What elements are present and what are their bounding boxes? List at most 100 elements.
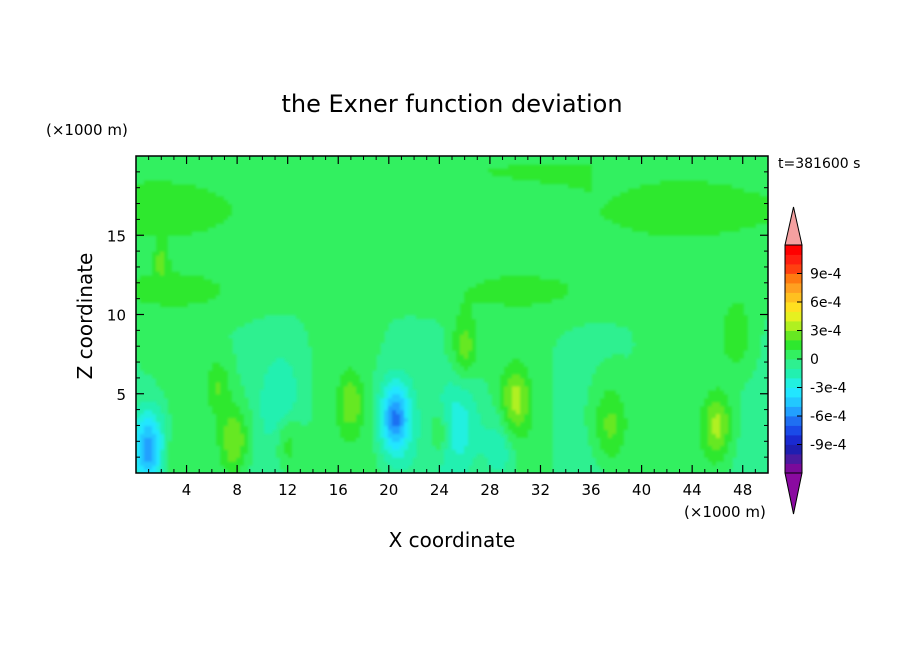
contour-cell bbox=[360, 346, 365, 351]
contour-cell bbox=[204, 465, 209, 470]
contour-cell bbox=[204, 266, 209, 272]
contour-cell bbox=[332, 270, 337, 276]
contour-cell bbox=[168, 453, 173, 458]
contour-cell bbox=[228, 429, 233, 434]
contour-cell bbox=[144, 251, 149, 256]
contour-cell bbox=[160, 163, 165, 169]
contour-cell bbox=[344, 274, 349, 280]
contour-cell bbox=[140, 413, 145, 419]
contour-cell bbox=[336, 330, 341, 335]
contour-cell bbox=[152, 465, 157, 470]
contour-cell bbox=[188, 346, 193, 351]
contour-cell bbox=[356, 350, 361, 355]
contour-cell bbox=[348, 358, 353, 363]
contour-cell bbox=[400, 369, 405, 375]
contour-cell bbox=[180, 235, 185, 240]
contour-cell bbox=[172, 215, 177, 220]
contour-cell bbox=[148, 191, 153, 197]
contour-cell bbox=[236, 453, 241, 458]
contour-cell bbox=[312, 251, 317, 256]
contour-cell bbox=[228, 330, 233, 335]
contour-cell bbox=[268, 179, 273, 185]
contour-cell bbox=[300, 262, 305, 268]
contour-cell bbox=[388, 259, 393, 264]
contour-cell bbox=[364, 322, 369, 327]
contour-cell bbox=[184, 346, 189, 351]
contour-cell bbox=[152, 274, 157, 280]
contour-cell bbox=[232, 187, 237, 193]
contour-cell bbox=[308, 231, 313, 236]
contour-cell bbox=[220, 207, 225, 213]
contour-cell bbox=[248, 278, 253, 284]
contour-cell bbox=[248, 417, 253, 423]
contour-cell bbox=[328, 377, 333, 383]
contour-cell bbox=[336, 207, 341, 213]
contour-cell bbox=[380, 167, 385, 173]
contour-cell bbox=[368, 469, 373, 473]
contour-cell bbox=[316, 397, 321, 403]
contour-cell bbox=[224, 195, 229, 201]
contour-cell bbox=[340, 195, 345, 201]
contour-cell bbox=[188, 191, 193, 197]
contour-cell bbox=[280, 453, 285, 458]
contour-cell bbox=[232, 274, 237, 280]
contour-cell bbox=[184, 167, 189, 173]
contour-cell bbox=[372, 282, 377, 288]
contour-cell bbox=[404, 266, 409, 272]
contour-cell bbox=[328, 346, 333, 351]
contour-cell bbox=[396, 274, 401, 280]
contour-cell bbox=[408, 393, 413, 399]
contour-cell bbox=[172, 330, 177, 335]
contour-cell bbox=[268, 298, 273, 304]
contour-cell bbox=[416, 286, 421, 292]
contour-cell bbox=[348, 255, 353, 260]
contour-cell bbox=[272, 179, 277, 185]
contour-cell bbox=[316, 449, 321, 454]
contour-cell bbox=[420, 262, 425, 268]
contour-cell bbox=[392, 449, 397, 454]
contour-cell bbox=[400, 417, 405, 423]
contour-cell bbox=[388, 179, 393, 185]
contour-cell bbox=[200, 235, 205, 240]
contour-cell bbox=[172, 207, 177, 213]
contour-cell bbox=[368, 385, 373, 391]
contour-cell bbox=[324, 235, 329, 240]
contour-cell bbox=[348, 278, 353, 284]
contour-cell bbox=[416, 259, 421, 264]
contour-cell bbox=[412, 302, 417, 308]
contour-cell bbox=[316, 235, 321, 240]
contour-cell bbox=[264, 413, 269, 419]
contour-cell bbox=[328, 310, 333, 316]
contour-cell bbox=[320, 453, 325, 458]
contour-cell bbox=[352, 243, 357, 248]
contour-cell bbox=[364, 421, 369, 427]
contour-cell bbox=[136, 203, 141, 209]
contour-cell bbox=[340, 326, 345, 331]
contour-cell bbox=[252, 231, 257, 236]
contour-cell bbox=[420, 159, 425, 165]
contour-cell bbox=[204, 215, 209, 220]
contour-cell bbox=[248, 298, 253, 304]
contour-cell bbox=[392, 369, 397, 375]
contour-cell bbox=[224, 433, 229, 438]
contour-cell bbox=[244, 251, 249, 256]
contour-cell bbox=[316, 441, 321, 446]
contour-cell bbox=[140, 449, 145, 454]
contour-cell bbox=[184, 453, 189, 458]
contour-cell bbox=[328, 429, 333, 434]
contour-cell bbox=[184, 338, 189, 343]
contour-cell bbox=[192, 338, 197, 343]
contour-cell bbox=[276, 199, 281, 205]
contour-cell bbox=[292, 215, 297, 220]
contour-cell bbox=[272, 223, 277, 228]
contour-cell bbox=[160, 278, 165, 284]
contour-cell bbox=[188, 278, 193, 284]
contour-cell bbox=[176, 223, 181, 228]
contour-cell bbox=[280, 195, 285, 201]
contour-cell bbox=[336, 385, 341, 391]
contour-cell bbox=[292, 255, 297, 260]
contour-cell bbox=[164, 342, 169, 347]
contour-cell bbox=[156, 346, 161, 351]
contour-cell bbox=[152, 342, 157, 347]
contour-cell bbox=[204, 171, 209, 177]
